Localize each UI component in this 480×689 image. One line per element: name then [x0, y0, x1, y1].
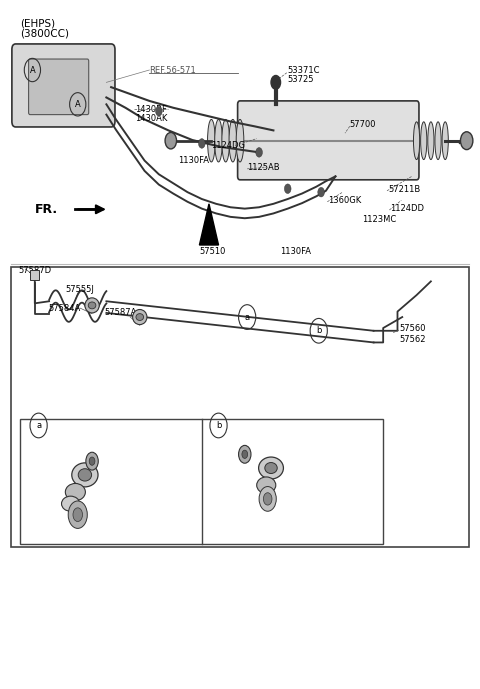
Text: 53371C: 53371C	[288, 65, 320, 74]
Text: b: b	[216, 421, 221, 430]
Text: 1430BF: 1430BF	[135, 105, 167, 114]
FancyBboxPatch shape	[238, 101, 419, 180]
Ellipse shape	[442, 122, 448, 160]
Ellipse shape	[61, 496, 80, 511]
Circle shape	[271, 76, 281, 89]
Text: a: a	[245, 313, 250, 322]
Ellipse shape	[229, 119, 237, 162]
Circle shape	[73, 508, 83, 522]
Ellipse shape	[259, 457, 283, 479]
Text: 57211B: 57211B	[388, 185, 420, 194]
Text: 57510: 57510	[199, 247, 226, 256]
Ellipse shape	[65, 484, 85, 501]
Ellipse shape	[413, 122, 420, 160]
Text: 57587D: 57587D	[18, 266, 51, 275]
Ellipse shape	[420, 122, 427, 160]
Circle shape	[89, 457, 95, 465]
Text: 57700: 57700	[350, 121, 376, 130]
Text: REF.56-571: REF.56-571	[149, 65, 196, 74]
Circle shape	[86, 452, 98, 470]
Circle shape	[156, 106, 162, 116]
Text: 57239E: 57239E	[228, 472, 260, 481]
FancyBboxPatch shape	[12, 44, 115, 127]
Ellipse shape	[222, 119, 229, 162]
Text: A: A	[75, 100, 81, 109]
Text: 1430AK: 1430AK	[135, 114, 168, 123]
Circle shape	[242, 450, 248, 458]
Bar	[30, 270, 38, 280]
Circle shape	[199, 138, 205, 148]
Text: 1130FA: 1130FA	[281, 247, 312, 256]
Ellipse shape	[207, 119, 215, 162]
Bar	[21, 419, 383, 544]
Circle shape	[259, 486, 276, 511]
Text: 1124DG: 1124DG	[211, 141, 245, 150]
FancyBboxPatch shape	[29, 59, 89, 114]
Circle shape	[165, 132, 177, 149]
Text: 57584A: 57584A	[48, 304, 81, 313]
Ellipse shape	[435, 122, 441, 160]
Ellipse shape	[85, 298, 99, 313]
Ellipse shape	[132, 309, 147, 325]
Circle shape	[239, 445, 251, 463]
Text: 57587: 57587	[47, 451, 73, 460]
Text: 57252B: 57252B	[253, 506, 286, 515]
Text: 57240: 57240	[236, 443, 263, 452]
Text: 1124DD: 1124DD	[390, 204, 424, 213]
Text: 57562: 57562	[400, 335, 426, 344]
Circle shape	[460, 132, 473, 150]
Text: A: A	[30, 65, 36, 74]
Text: 53725: 53725	[288, 75, 314, 84]
Ellipse shape	[72, 463, 98, 487]
Text: (3800CC): (3800CC)	[21, 29, 70, 39]
Text: 1123MC: 1123MC	[362, 215, 396, 224]
Circle shape	[264, 493, 272, 505]
Polygon shape	[199, 204, 218, 245]
Text: 57560: 57560	[400, 325, 426, 333]
Text: 57555K: 57555K	[287, 451, 319, 460]
Text: 1130FA: 1130FA	[178, 156, 209, 165]
Bar	[11, 267, 469, 547]
Ellipse shape	[257, 477, 276, 493]
Text: 57555J: 57555J	[66, 285, 95, 294]
Ellipse shape	[215, 119, 222, 162]
Text: 1125AB: 1125AB	[247, 163, 280, 172]
Ellipse shape	[428, 122, 434, 160]
Circle shape	[284, 184, 291, 194]
Ellipse shape	[78, 469, 92, 481]
Circle shape	[256, 147, 263, 157]
Ellipse shape	[265, 462, 277, 473]
Text: a: a	[36, 421, 41, 430]
Text: b: b	[316, 327, 322, 336]
Ellipse shape	[88, 302, 96, 309]
Text: 1360GK: 1360GK	[328, 196, 361, 205]
Text: 57240: 57240	[104, 460, 131, 469]
Ellipse shape	[236, 119, 244, 162]
Ellipse shape	[136, 313, 144, 320]
Text: 57587A: 57587A	[104, 309, 136, 318]
Text: 57239E: 57239E	[101, 472, 132, 481]
Text: (EHPS): (EHPS)	[21, 19, 56, 28]
Circle shape	[318, 187, 324, 197]
Circle shape	[68, 501, 87, 528]
Text: FR.: FR.	[35, 203, 58, 216]
